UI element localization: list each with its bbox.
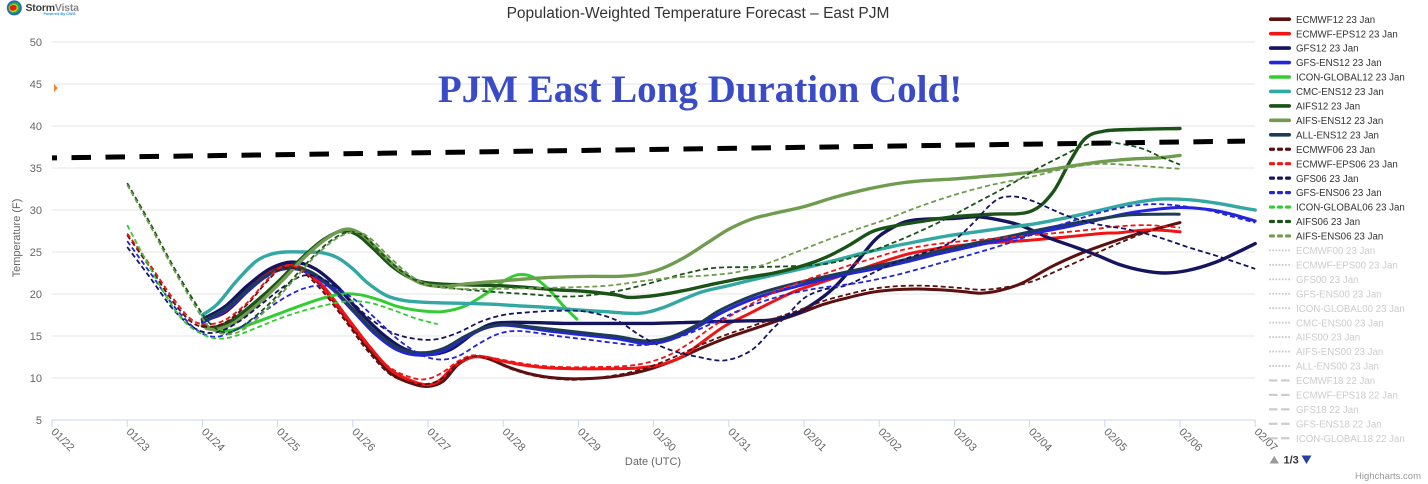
svg-text:20: 20 — [30, 289, 42, 301]
svg-text:ECMWF00 23 Jan: ECMWF00 23 Jan — [1296, 246, 1375, 257]
svg-text:AIFS00 23 Jan: AIFS00 23 Jan — [1296, 333, 1360, 344]
svg-text:ICON-GLOBAL00 23 Jan: ICON-GLOBAL00 23 Jan — [1296, 304, 1405, 315]
svg-text:ICON-GLOBAL12 23 Jan: ICON-GLOBAL12 23 Jan — [1296, 73, 1405, 84]
svg-text:Highcharts.com: Highcharts.com — [1355, 471, 1421, 482]
svg-text:GFS00 23 Jan: GFS00 23 Jan — [1296, 275, 1358, 286]
svg-text:Date (UTC): Date (UTC) — [625, 456, 681, 468]
svg-text:30: 30 — [30, 205, 42, 217]
svg-text:GFS-ENS18 22 Jan: GFS-ENS18 22 Jan — [1296, 419, 1382, 430]
svg-text:ECMWF-EPS06 23 Jan: ECMWF-EPS06 23 Jan — [1296, 159, 1398, 170]
svg-text:50: 50 — [30, 37, 42, 49]
svg-text:Population-Weighted Temperatur: Population-Weighted Temperature Forecast… — [507, 5, 890, 22]
svg-text:Powered By CWG: Powered By CWG — [44, 12, 76, 16]
svg-text:5: 5 — [36, 415, 42, 427]
svg-text:10: 10 — [30, 373, 42, 385]
svg-text:40: 40 — [30, 121, 42, 133]
svg-text:45: 45 — [30, 79, 42, 91]
svg-text:AIFS12 23 Jan: AIFS12 23 Jan — [1296, 102, 1360, 113]
svg-text:1/3: 1/3 — [1284, 455, 1299, 467]
svg-text:ECMWF-EPS18 22 Jan: ECMWF-EPS18 22 Jan — [1296, 391, 1398, 402]
svg-text:AIFS-ENS00 23 Jan: AIFS-ENS00 23 Jan — [1296, 347, 1383, 358]
svg-text:ALL-ENS00 23 Jan: ALL-ENS00 23 Jan — [1296, 362, 1379, 373]
svg-text:Temperature (F): Temperature (F) — [11, 199, 23, 278]
svg-text:GFS-ENS00 23 Jan: GFS-ENS00 23 Jan — [1296, 289, 1382, 300]
svg-text:AIFS06 23 Jan: AIFS06 23 Jan — [1296, 217, 1360, 228]
svg-text:ICON-GLOBAL06 23 Jan: ICON-GLOBAL06 23 Jan — [1296, 203, 1405, 214]
svg-text:25: 25 — [30, 247, 42, 259]
svg-text:GFS12 23 Jan: GFS12 23 Jan — [1296, 44, 1358, 55]
svg-text:ECMWF06 23 Jan: ECMWF06 23 Jan — [1296, 145, 1375, 156]
svg-text:15: 15 — [30, 331, 42, 343]
svg-text:StormVista: StormVista — [26, 2, 80, 14]
svg-text:ALL-ENS12 23 Jan: ALL-ENS12 23 Jan — [1296, 130, 1379, 141]
svg-text:35: 35 — [30, 163, 42, 175]
svg-text:GFS-ENS12 23 Jan: GFS-ENS12 23 Jan — [1296, 58, 1382, 69]
svg-text:ICON-GLOBAL18 22 Jan: ICON-GLOBAL18 22 Jan — [1296, 434, 1405, 445]
svg-text:ECMWF-EPS00 23 Jan: ECMWF-EPS00 23 Jan — [1296, 260, 1398, 271]
svg-text:AIFS-ENS06 23 Jan: AIFS-ENS06 23 Jan — [1296, 232, 1383, 243]
svg-text:GFS18 22 Jan: GFS18 22 Jan — [1296, 405, 1358, 416]
svg-text:CMC-ENS12 23 Jan: CMC-ENS12 23 Jan — [1296, 87, 1384, 98]
svg-text:CMC-ENS00 23 Jan: CMC-ENS00 23 Jan — [1296, 318, 1384, 329]
svg-text:GFS06 23 Jan: GFS06 23 Jan — [1296, 174, 1358, 185]
svg-text:GFS-ENS06 23 Jan: GFS-ENS06 23 Jan — [1296, 188, 1382, 199]
svg-text:ECMWF18 22 Jan: ECMWF18 22 Jan — [1296, 376, 1375, 387]
svg-text:ECMWF-EPS12 23 Jan: ECMWF-EPS12 23 Jan — [1296, 29, 1398, 40]
svg-text:ECMWF12 23 Jan: ECMWF12 23 Jan — [1296, 15, 1375, 26]
svg-text:PJM East Long Duration Cold!: PJM East Long Duration Cold! — [438, 68, 962, 111]
svg-text:AIFS-ENS12 23 Jan: AIFS-ENS12 23 Jan — [1296, 116, 1383, 127]
